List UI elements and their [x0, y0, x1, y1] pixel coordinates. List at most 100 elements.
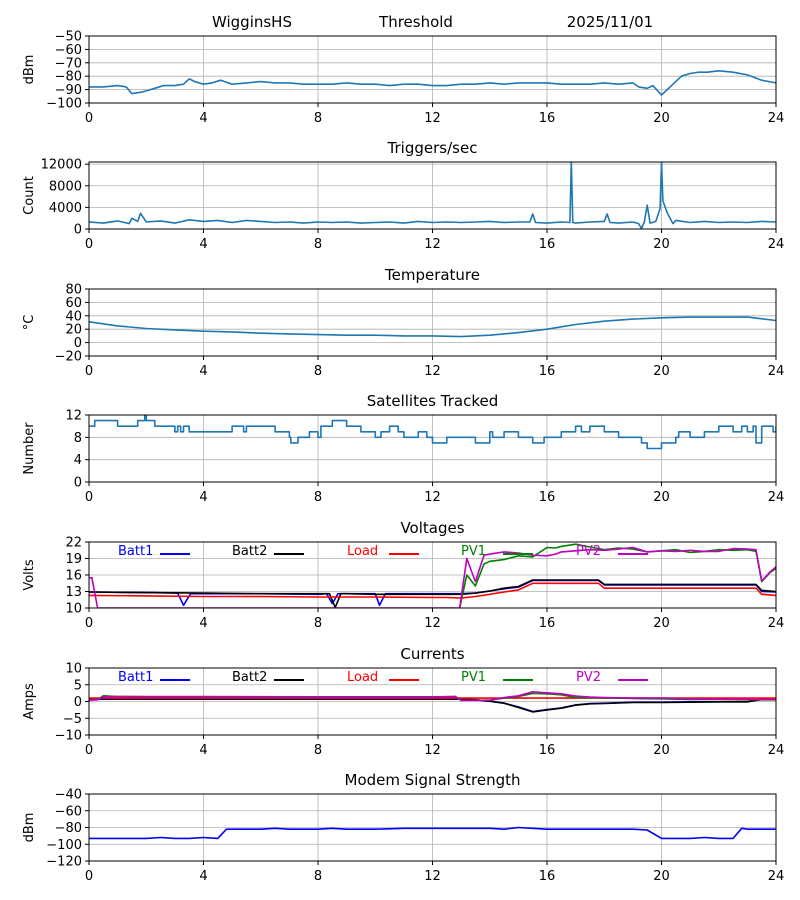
series-line-pv2 — [89, 690, 776, 702]
panel-amps: 0 4 8 12 16 20 24 −10 −5 0 510 Currents Amps Batt1 Bat… — [22, 645, 784, 758]
x-tick-label: 20 — [653, 869, 670, 884]
series-group — [89, 826, 776, 840]
panel-title: Satellites Tracked — [367, 392, 498, 410]
y-tick-label: −5 — [63, 712, 82, 727]
panel-sats: 0 4 8 12 16 20 24 0 4 8 12 Satellites Tracked Number — [22, 392, 784, 505]
y-tick-label: 0 — [74, 223, 82, 238]
y-tick-label: 20 — [65, 323, 82, 338]
series-line-load — [89, 582, 776, 599]
x-tick-label: 0 — [85, 111, 93, 126]
x-tick-label: 0 — [85, 490, 93, 505]
panel-triggers: 0 4 8 12 16 20 24 0 4000 8000 12000 Triggers/sec Cou… — [22, 139, 784, 252]
y-tick-label: 40 — [65, 309, 82, 324]
y-tick-label: −50 — [55, 30, 82, 45]
series-group — [89, 316, 776, 338]
y-axis-label: dBm — [22, 813, 37, 843]
x-tick-label: 24 — [768, 616, 785, 631]
series-group — [89, 162, 776, 229]
y-tick-label: 4000 — [49, 201, 82, 216]
y-tick-label: −100 — [46, 838, 82, 853]
x-tick-label: 16 — [539, 743, 556, 758]
panel-title: Temperature — [384, 266, 480, 284]
mode-label: Threshold — [378, 13, 453, 31]
panel-title: Currents — [400, 645, 464, 663]
legend-label-pv1: PV1 — [461, 670, 486, 685]
x-tick-label: 8 — [314, 743, 322, 758]
y-tick-label: 8000 — [49, 179, 82, 194]
y-axis-label: Count — [22, 176, 37, 215]
panel-title: Triggers/sec — [387, 139, 478, 157]
series-line-pv1 — [458, 543, 776, 608]
x-tick-label: 16 — [539, 490, 556, 505]
x-tick-label: 12 — [424, 616, 441, 631]
series-line-satellites — [89, 415, 776, 450]
x-tick-label: 0 — [85, 616, 93, 631]
legend-label-pv1: PV1 — [461, 544, 486, 559]
x-tick-label: 24 — [768, 237, 785, 252]
date-label: 2025/11/01 — [567, 13, 653, 31]
panel-rssi: 0 4 8 12 16 20 24 −100−90−80−70−60−50 dBm — [22, 30, 784, 127]
y-tick-label: 16 — [65, 569, 82, 584]
x-tick-label: 12 — [424, 364, 441, 379]
series-line-modem — [89, 826, 776, 840]
x-tick-label: 0 — [85, 237, 93, 252]
x-tick-label: 4 — [199, 616, 207, 631]
series-line-rssi — [89, 70, 776, 96]
x-tick-label: 24 — [768, 743, 785, 758]
legend-label-batt1: Batt1 — [118, 544, 153, 559]
x-tick-label: 16 — [539, 237, 556, 252]
y-tick-label: 8 — [74, 431, 82, 446]
x-tick-label: 24 — [768, 364, 785, 379]
series-line-temperature — [89, 316, 776, 338]
series-group — [89, 415, 776, 450]
x-tick-label: 4 — [199, 111, 207, 126]
y-tick-label: −10 — [55, 729, 82, 744]
x-tick-label: 8 — [314, 364, 322, 379]
y-tick-label: 10 — [65, 662, 82, 677]
y-tick-label: 12000 — [41, 158, 82, 173]
x-tick-label: 4 — [199, 869, 207, 884]
x-tick-label: 16 — [539, 616, 556, 631]
y-tick-label: −90 — [55, 83, 82, 98]
x-tick-label: 24 — [768, 490, 785, 505]
station-name: WigginsHS — [212, 13, 292, 31]
x-tick-label: 8 — [314, 237, 322, 252]
x-tick-label: 20 — [653, 616, 670, 631]
legend-label-batt2: Batt2 — [232, 670, 267, 685]
series-line-pv2 — [89, 546, 776, 608]
x-tick-label: 12 — [424, 743, 441, 758]
x-tick-label: 4 — [199, 237, 207, 252]
x-tick-label: 16 — [539, 111, 556, 126]
x-tick-label: 8 — [314, 111, 322, 126]
y-tick-label: 0 — [74, 695, 82, 710]
legend-label-load: Load — [347, 544, 378, 559]
x-tick-label: 20 — [653, 364, 670, 379]
x-tick-label: 8 — [314, 616, 322, 631]
y-tick-label: −70 — [55, 56, 82, 71]
y-tick-label: −80 — [55, 821, 82, 836]
y-tick-label: 4 — [74, 453, 82, 468]
y-axis-label: Number — [22, 422, 37, 475]
x-tick-label: 24 — [768, 111, 785, 126]
series-line-batt2 — [89, 579, 776, 608]
x-tick-label: 12 — [424, 490, 441, 505]
y-tick-label: 13 — [65, 585, 82, 600]
x-tick-label: 16 — [539, 869, 556, 884]
x-tick-label: 8 — [314, 869, 322, 884]
x-tick-label: 20 — [653, 743, 670, 758]
x-tick-label: 8 — [314, 490, 322, 505]
y-tick-label: −120 — [46, 855, 82, 870]
series-group — [89, 690, 776, 713]
y-tick-label: −60 — [55, 804, 82, 819]
legend-label-pv2: PV2 — [576, 670, 601, 685]
x-tick-label: 0 — [85, 743, 93, 758]
x-tick-label: 20 — [653, 237, 670, 252]
y-tick-label: 0 — [74, 336, 82, 351]
y-tick-label: 22 — [65, 536, 82, 551]
y-tick-label: 12 — [65, 409, 82, 424]
x-tick-label: 12 — [424, 111, 441, 126]
